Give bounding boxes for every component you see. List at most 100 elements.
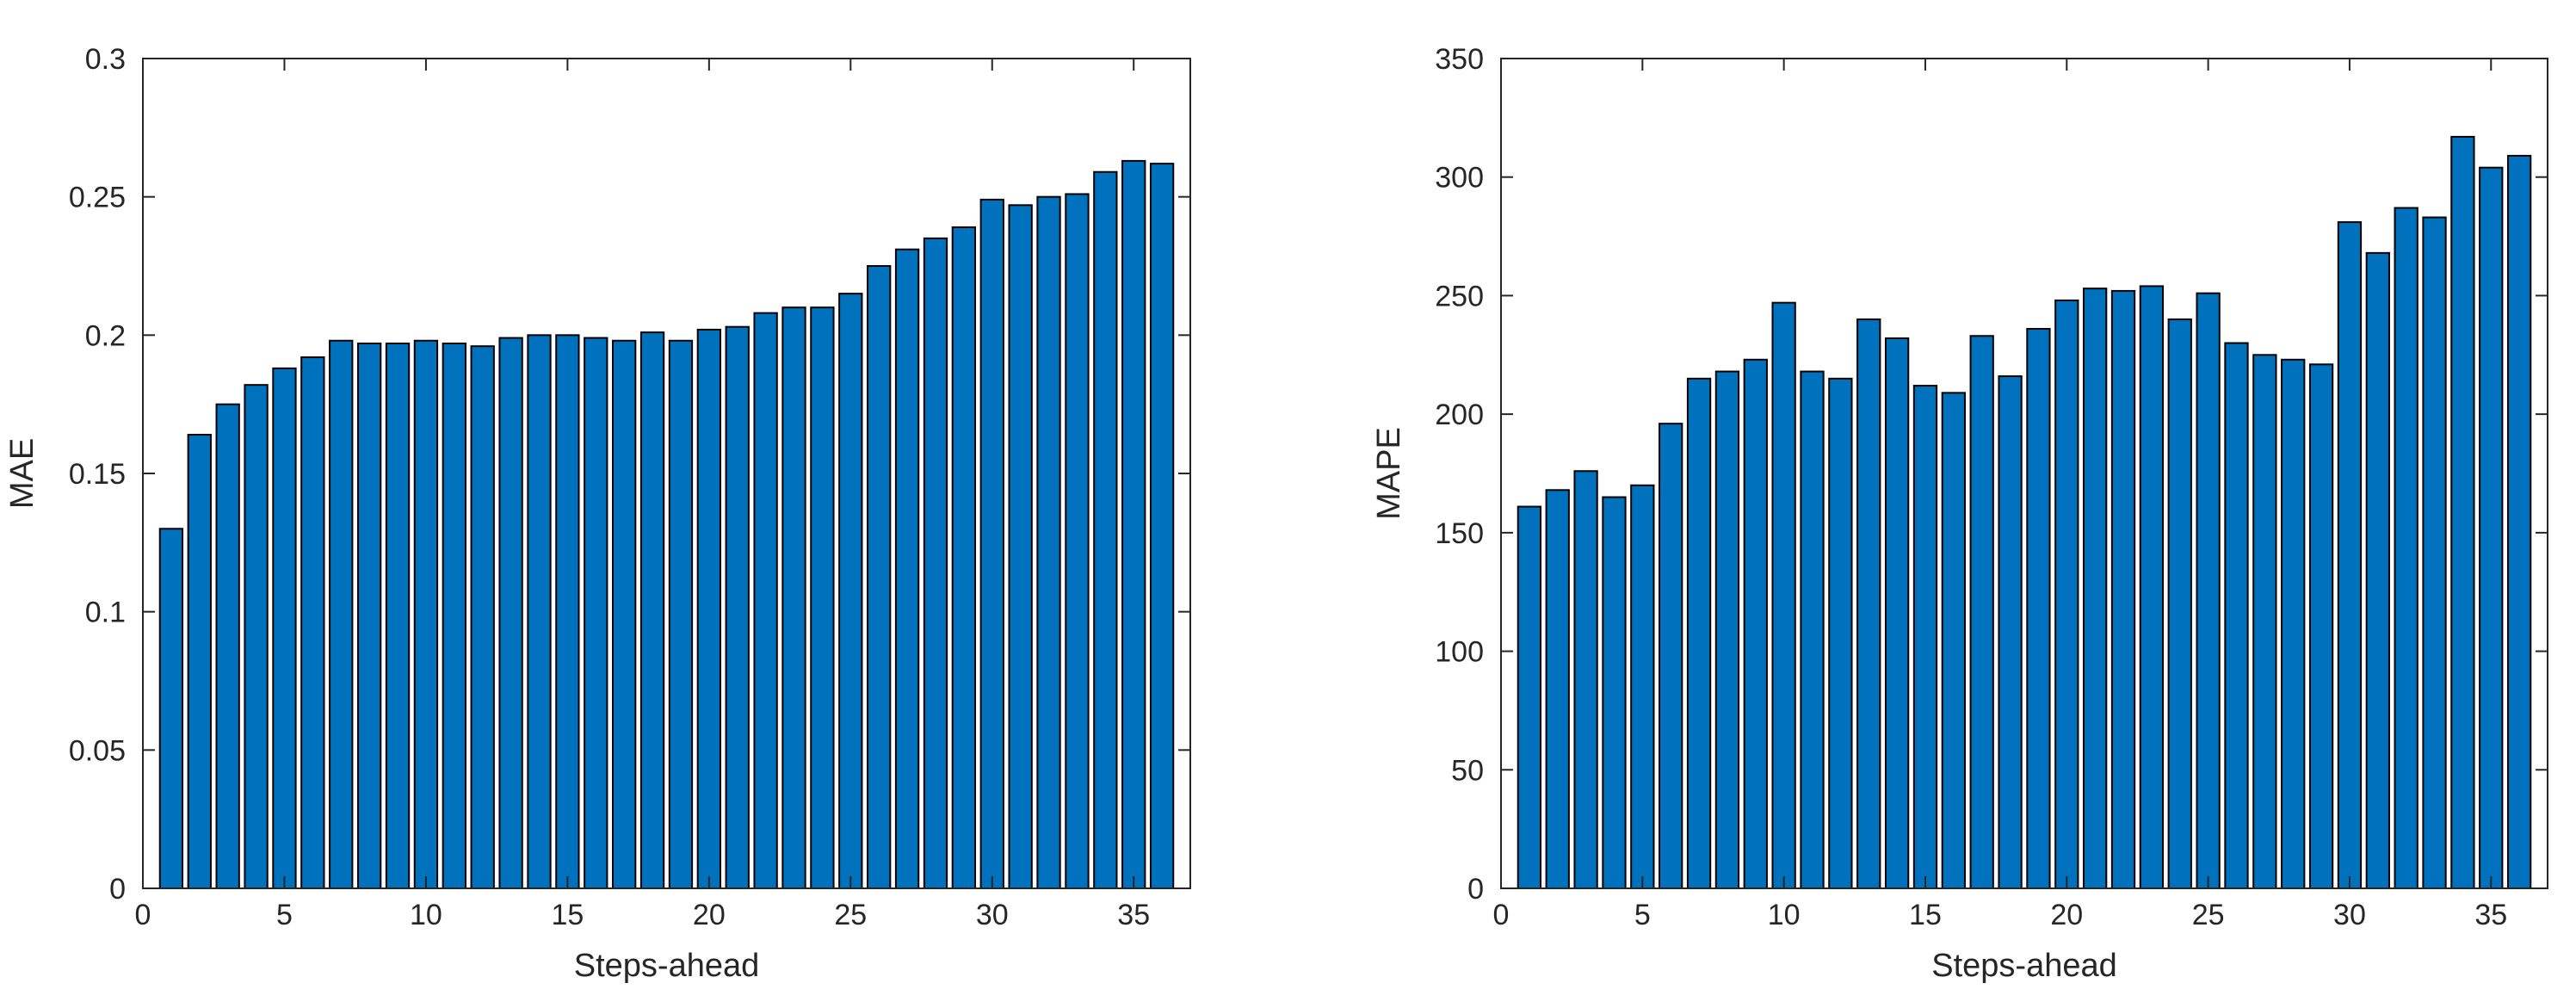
bar — [894, 248, 920, 890]
bar — [215, 403, 240, 890]
bar — [668, 339, 694, 889]
bar — [1969, 335, 1994, 889]
y-tick-label: 0.1 — [85, 597, 126, 629]
bar — [1912, 385, 1938, 889]
bar — [1573, 470, 1598, 889]
x-tick-label: 35 — [2474, 899, 2507, 931]
bar — [2422, 216, 2447, 890]
bar — [1545, 489, 1570, 890]
x-tick-label: 5 — [276, 899, 293, 931]
bar — [2083, 288, 2108, 890]
bar — [2337, 221, 2363, 889]
bar — [244, 384, 269, 890]
x-tick-label: 0 — [1493, 899, 1510, 931]
x-tick-label: 15 — [1909, 899, 1942, 931]
y-tick-label: 250 — [1435, 280, 1484, 312]
bar — [1856, 318, 1881, 890]
bar — [979, 198, 1004, 889]
bar — [2196, 292, 2221, 890]
bar — [555, 334, 580, 889]
bar — [2450, 135, 2475, 889]
y-tick-label: 0.2 — [85, 319, 126, 352]
bar — [1800, 370, 1825, 889]
bar — [1149, 163, 1175, 890]
bar — [1714, 370, 1740, 889]
bar — [2394, 207, 2418, 889]
bar — [442, 342, 466, 890]
bar — [612, 339, 637, 889]
x-tick-label: 25 — [834, 899, 867, 931]
x-tick-label: 35 — [1117, 899, 1150, 931]
bar — [1630, 484, 1655, 890]
bar — [838, 293, 863, 889]
bar — [1743, 358, 1768, 890]
x-tick-label: 25 — [2192, 899, 2225, 931]
y-tick-label: 200 — [1435, 399, 1484, 431]
y-tick-label: 350 — [1435, 43, 1484, 76]
bar — [385, 342, 411, 890]
bar — [2110, 289, 2136, 890]
x-tick-label: 15 — [551, 899, 584, 931]
y-tick-label: 150 — [1435, 517, 1484, 550]
bar — [923, 237, 948, 889]
y-tick-label: 0.05 — [69, 734, 126, 767]
bar — [498, 337, 523, 889]
x-tick-label: 0 — [135, 899, 151, 931]
y-tick-label: 0 — [109, 873, 126, 906]
x-tick-label: 5 — [1634, 899, 1651, 931]
x-tick-label: 30 — [2333, 899, 2366, 931]
bar — [696, 328, 721, 890]
y-tick-label: 0.3 — [85, 43, 126, 76]
bar — [867, 265, 892, 889]
bar — [1771, 301, 1796, 889]
bar — [1828, 377, 1853, 889]
y-axis-label: MAPE — [1371, 427, 1407, 520]
bar — [2281, 358, 2306, 890]
x-tick-label: 20 — [693, 899, 726, 931]
bar — [300, 356, 325, 890]
y-tick-label: 300 — [1435, 162, 1484, 195]
y-tick-label: 0.15 — [69, 458, 126, 491]
mape-chart: 0 5 10 15 20 25 30 35050100150200250300350Steps… — [1371, 43, 2548, 984]
bar — [1998, 375, 2023, 889]
bar — [2365, 251, 2390, 890]
bar — [527, 334, 552, 889]
bar — [1517, 505, 1542, 889]
y-tick-label: 50 — [1451, 754, 1484, 787]
bar — [1065, 193, 1090, 889]
bar — [2167, 318, 2192, 890]
axes-box — [1500, 58, 2548, 889]
bar — [753, 312, 778, 889]
bar — [810, 306, 835, 889]
bar — [2054, 299, 2079, 889]
y-tick-label: 0.25 — [69, 182, 126, 214]
y-tick-label: 0 — [1467, 873, 1484, 906]
bar — [1884, 337, 1910, 889]
bar — [1121, 159, 1146, 889]
mae-chart: 0 5 10 15 20 25 30 35 0 0.05 0.1 0.15 0.2 0.25 0.3 Step… — [4, 43, 1191, 984]
bar — [2506, 154, 2532, 889]
bar — [1093, 170, 1118, 889]
bar — [356, 342, 382, 890]
axes-box — [142, 58, 1191, 889]
x-tick-label: 10 — [1768, 899, 1801, 931]
bar — [2479, 166, 2504, 889]
bar — [639, 331, 665, 889]
x-tick-label: 10 — [410, 899, 442, 931]
bar — [2026, 327, 2051, 889]
bar — [1008, 204, 1033, 889]
bar — [1941, 392, 1966, 890]
x-axis-label: Steps-ahead — [1931, 948, 2117, 984]
x-axis-label: Steps-ahead — [574, 948, 760, 984]
bar — [187, 434, 212, 889]
bar — [1602, 496, 1627, 889]
bar — [329, 339, 354, 889]
bar — [725, 325, 750, 889]
bar — [2308, 363, 2334, 889]
y-tick-label: 100 — [1435, 636, 1484, 669]
x-tick-label: 20 — [2050, 899, 2083, 931]
bar — [2139, 285, 2165, 890]
bar — [951, 226, 977, 889]
bar — [470, 345, 495, 889]
